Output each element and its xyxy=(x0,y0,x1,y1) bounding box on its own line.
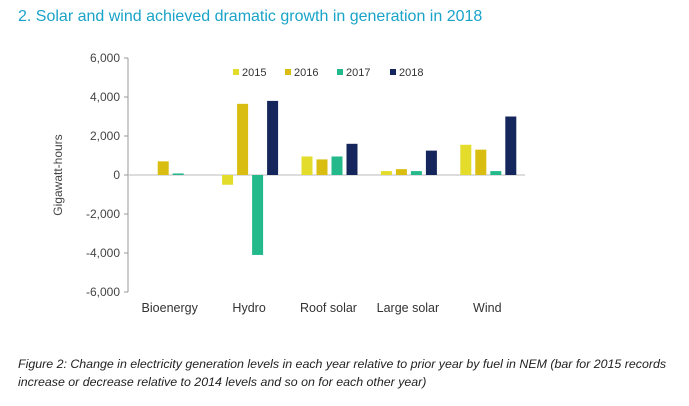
legend-label: 2015 xyxy=(242,67,266,79)
legend-label: 2018 xyxy=(399,67,423,79)
bar xyxy=(222,175,234,185)
legend-swatch xyxy=(285,69,291,75)
bar xyxy=(505,116,517,175)
y-tick-label: 2,000 xyxy=(90,129,120,143)
bar xyxy=(410,171,422,175)
legend-label: 2016 xyxy=(294,67,318,79)
x-category-label: Wind xyxy=(473,301,502,315)
y-tick-label: 4,000 xyxy=(90,90,120,104)
bar xyxy=(172,173,184,175)
y-tick-label: 0 xyxy=(113,168,120,182)
chart-heading: 2. Solar and wind achieved dramatic grow… xyxy=(18,8,483,25)
y-tick-label: 6,000 xyxy=(90,51,120,65)
bar xyxy=(460,144,472,175)
bar xyxy=(316,159,328,175)
bar xyxy=(301,156,313,175)
y-tick-label: -6,000 xyxy=(86,285,120,299)
bar xyxy=(395,169,407,175)
legend-swatch xyxy=(337,69,343,75)
bar xyxy=(490,171,502,175)
x-category-label: Large solar xyxy=(377,301,440,315)
x-category-label: Roof solar xyxy=(300,301,357,315)
bar xyxy=(346,143,358,175)
x-axis-labels: Bioenergy Hydro Roof solar Large solar Wind xyxy=(142,301,502,315)
x-category-label: Bioenergy xyxy=(142,301,199,315)
bar xyxy=(380,171,392,175)
legend: 2015 2016 2017 2018 xyxy=(233,67,423,79)
bar xyxy=(267,100,279,175)
bars xyxy=(157,100,517,255)
figure-caption: Figure 2: Change in electricity generati… xyxy=(18,357,667,389)
bar xyxy=(157,161,169,175)
legend-swatch xyxy=(233,69,239,75)
y-axis-label: Gigawatt-hours xyxy=(51,134,65,215)
bar xyxy=(252,175,264,255)
y-axis: 6,000 4,000 2,000 0 -2,000 -4,000 -6,000 xyxy=(86,51,525,299)
bar xyxy=(425,150,437,175)
bar xyxy=(475,149,487,175)
legend-label: 2017 xyxy=(346,67,370,79)
y-tick-label: -4,000 xyxy=(86,246,120,260)
legend-swatch xyxy=(390,69,396,75)
bar-chart: 6,000 4,000 2,000 0 -2,000 -4,000 -6,000 Bioen… xyxy=(51,51,525,315)
bar xyxy=(237,103,249,175)
bar xyxy=(331,156,343,175)
x-category-label: Hydro xyxy=(232,301,265,315)
y-tick-label: -2,000 xyxy=(86,207,120,221)
